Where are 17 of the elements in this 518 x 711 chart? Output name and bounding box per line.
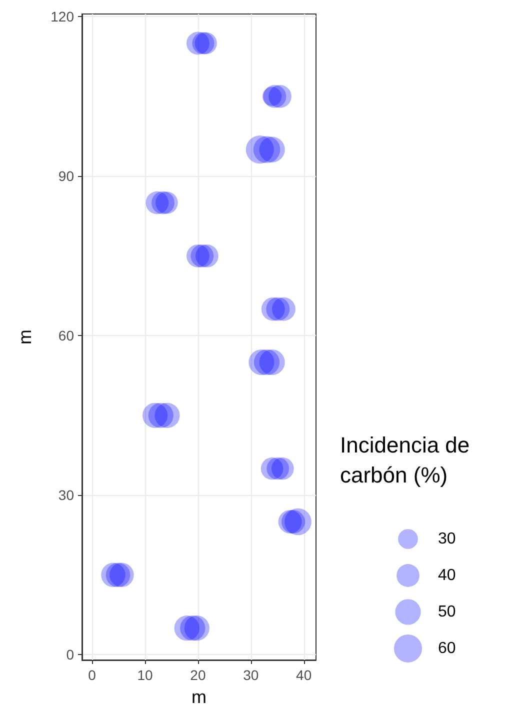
x-tick-label: 0 <box>88 667 96 683</box>
legend-label: 60 <box>438 640 456 657</box>
legend-title: Incidencia de carbón (%) <box>340 432 476 488</box>
y-tick-label: 90 <box>58 168 74 184</box>
y-tick-label: 120 <box>50 8 74 25</box>
legend-label: 50 <box>438 604 456 620</box>
y-tick-label: 0 <box>66 646 74 663</box>
y-axis-title: m <box>15 330 35 344</box>
x-tick-label: 30 <box>243 667 259 683</box>
x-tick-label: 40 <box>296 667 312 683</box>
y-tick-label: 30 <box>58 487 74 504</box>
legend-label: 30 <box>438 530 456 548</box>
y-tick-label: 60 <box>58 328 74 344</box>
x-tick-label: 20 <box>190 667 206 683</box>
legend-label: 40 <box>438 567 456 584</box>
x-tick-label: 10 <box>137 667 153 683</box>
x-axis-title: m <box>192 687 206 707</box>
